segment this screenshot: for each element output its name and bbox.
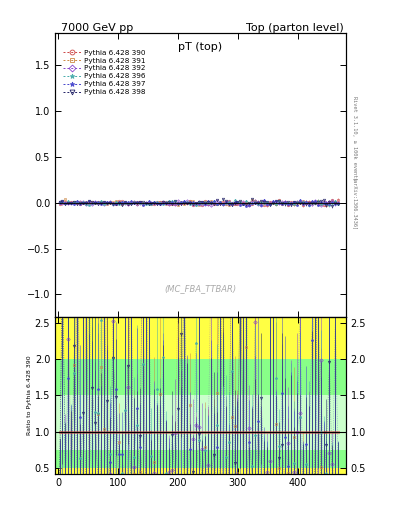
Text: Top (parton level): Top (parton level) [246, 23, 344, 33]
Text: (MC_FBA_TTBAR): (MC_FBA_TTBAR) [164, 285, 237, 293]
Bar [55, 395, 346, 450]
Bar [55, 359, 346, 468]
Text: Rivet 3.1.10, ≥ 100k events: Rivet 3.1.10, ≥ 100k events [352, 96, 357, 180]
Text: pT (top): pT (top) [178, 42, 222, 52]
Text: 7000 GeV pp: 7000 GeV pp [61, 23, 133, 33]
Legend: Pythia 6.428 390, Pythia 6.428 391, Pythia 6.428 392, Pythia 6.428 396, Pythia 6: Pythia 6.428 390, Pythia 6.428 391, Pyth… [62, 48, 147, 96]
Y-axis label: Ratio to Pythia 6.428 390: Ratio to Pythia 6.428 390 [27, 356, 32, 435]
Text: [arXiv:1306.3436]: [arXiv:1306.3436] [352, 178, 357, 231]
